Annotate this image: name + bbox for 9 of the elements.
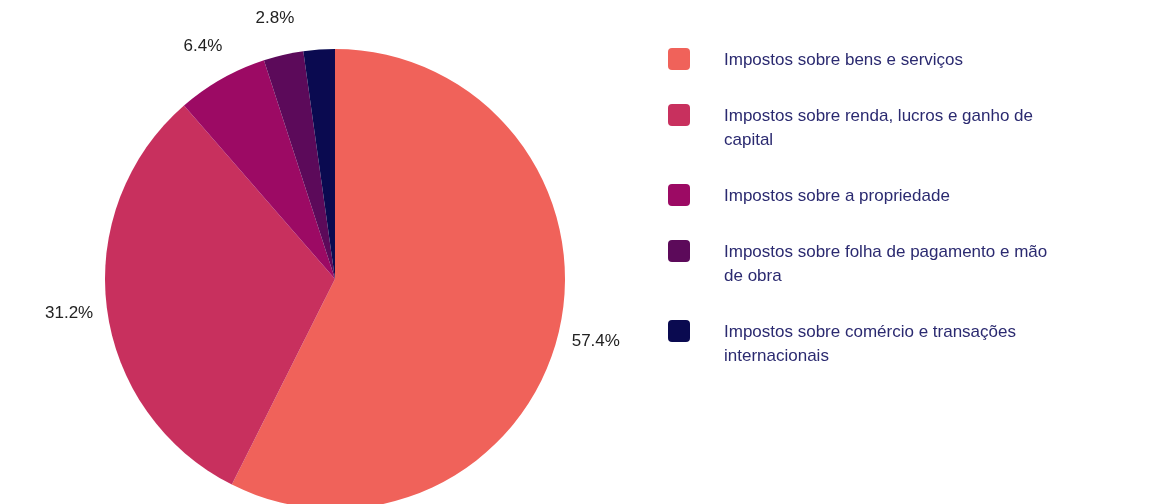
legend-label: Impostos sobre comércio e transações internacionais [724,321,1017,367]
legend-label: Impostos sobre renda, lucros e ganho de capital [724,105,1035,151]
data-label: 31.2% [45,303,94,323]
data-label: 2.8% [255,8,295,28]
legend-label: Impostos sobre bens e serviços [724,49,964,71]
legend-label: Impostos sobre folha de pagamento e mão de obra [724,241,1049,287]
data-label: 57.4% [571,331,620,351]
legend-label: Impostos sobre a propriedade [724,185,950,207]
data-label: 6.4% [183,36,223,56]
